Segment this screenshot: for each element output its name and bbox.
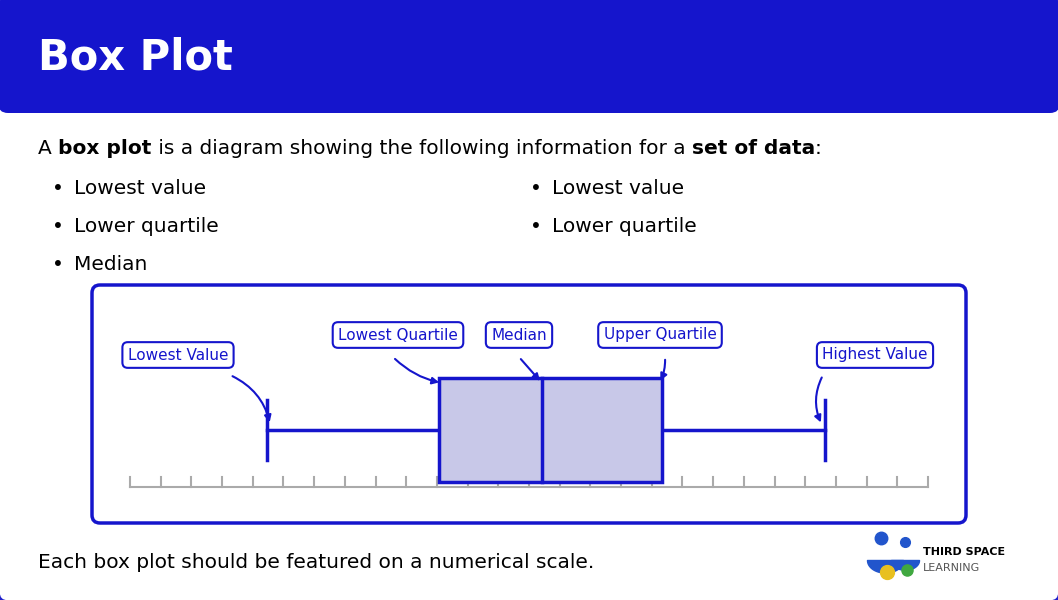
Text: LEARNING: LEARNING	[923, 563, 981, 573]
Text: Lower quartile: Lower quartile	[552, 217, 697, 235]
Text: Lower quartile: Lower quartile	[74, 217, 219, 235]
Bar	[8, 83, 1050, 103]
Text: Lowest value: Lowest value	[74, 179, 206, 197]
Text: :: :	[815, 139, 822, 157]
Text: •: •	[52, 179, 63, 197]
FancyBboxPatch shape	[0, 0, 1058, 113]
Text: •: •	[52, 217, 63, 235]
Text: •: •	[530, 179, 542, 197]
Text: Each box plot should be featured on a numerical scale.: Each box plot should be featured on a nu…	[38, 553, 595, 572]
Text: •: •	[52, 254, 63, 274]
Text: THIRD SPACE: THIRD SPACE	[923, 547, 1005, 557]
Text: Lowest Value: Lowest Value	[128, 347, 229, 362]
Text: Lowest Quartile: Lowest Quartile	[339, 328, 458, 343]
Text: Median: Median	[491, 328, 547, 343]
Text: A: A	[38, 139, 58, 157]
Text: Box Plot: Box Plot	[38, 37, 233, 79]
Text: box plot: box plot	[58, 139, 151, 157]
Text: Highest Value: Highest Value	[822, 347, 928, 362]
FancyBboxPatch shape	[92, 285, 966, 523]
Text: Lowest value: Lowest value	[552, 179, 685, 197]
Bar	[439, 378, 662, 482]
Text: is a diagram showing the following information for a: is a diagram showing the following infor…	[151, 139, 692, 157]
Text: Median: Median	[74, 254, 147, 274]
Text: •: •	[530, 217, 542, 235]
Text: Upper Quartile: Upper Quartile	[603, 328, 716, 343]
Text: set of data: set of data	[692, 139, 815, 157]
